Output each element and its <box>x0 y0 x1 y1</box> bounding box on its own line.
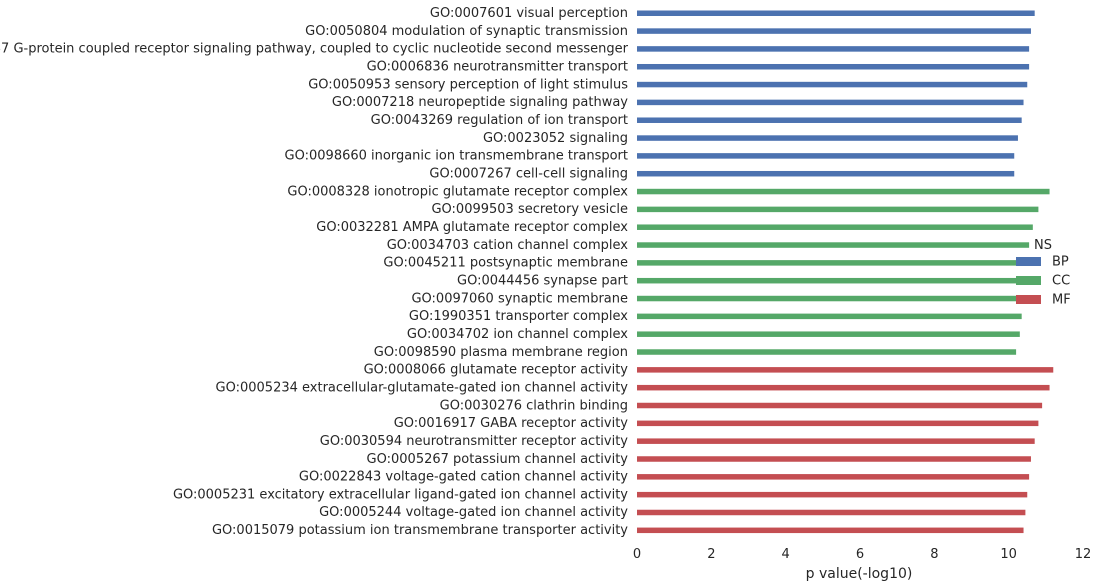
legend-swatch-mf <box>1016 295 1041 304</box>
category-label: GO:0022843 voltage-gated cation channel … <box>299 470 628 485</box>
bar-cc <box>637 331 1020 337</box>
bar-bp <box>637 153 1015 159</box>
bar-mf <box>637 474 1030 480</box>
bar-bp <box>637 117 1022 123</box>
bar-mf <box>637 491 1028 498</box>
category-label: GO:0015079 potassium ion transmembrane t… <box>212 523 628 538</box>
category-label: GO:0097060 synaptic membrane <box>411 291 628 306</box>
category-label: GO:0030276 clathrin binding <box>440 398 628 413</box>
category-label: GO:0005244 voltage-gated ion channel act… <box>319 505 628 520</box>
x-tick-label: 0 <box>633 547 641 562</box>
category-label: GO:0016917 GABA receptor activity <box>394 416 629 431</box>
bar-cc <box>637 295 1024 302</box>
bar-mf <box>637 402 1043 409</box>
category-labels: GO:0007601 visual perception GO:0050804 m… <box>0 6 629 538</box>
bar-bp <box>637 135 1018 141</box>
category-label: GO:0032281 AMPA glutamate receptor compl… <box>316 220 628 235</box>
category-label: GO:0008328 ionotropic glutamate receptor… <box>287 184 628 199</box>
category-label: GO:0007218 neuropeptide signaling pathwa… <box>332 95 628 110</box>
bar-cc <box>637 260 1028 266</box>
bar-mf <box>637 420 1039 427</box>
bar-cc <box>637 224 1033 230</box>
bar-cc <box>637 242 1030 248</box>
bar-bp <box>637 46 1030 52</box>
bars-layer <box>637 10 1054 534</box>
bar-cc <box>637 206 1039 213</box>
x-tick-label: 10 <box>1000 547 1017 562</box>
category-label: GO:0007267 cell-cell signaling <box>429 166 628 181</box>
bar-mf <box>637 527 1024 534</box>
bar-mf <box>637 456 1031 462</box>
bar-bp <box>637 81 1028 88</box>
category-label: GO:1990351 transporter complex <box>409 309 628 324</box>
x-tick-label: 2 <box>707 547 715 562</box>
category-label: GO:0043269 regulation of ion transport <box>371 113 628 128</box>
x-tick-label: 6 <box>856 547 864 562</box>
bar-bp <box>637 63 1030 70</box>
legend: NS BP CC MF <box>1016 238 1071 308</box>
category-label: GO:0005231 excitatory extracellular liga… <box>173 487 628 502</box>
legend-swatch-bp <box>1016 257 1041 266</box>
category-label: GO:0030594 neurotransmitter receptor act… <box>320 434 629 449</box>
bar-cc <box>637 349 1017 355</box>
category-label: GO:0044456 synapse part <box>457 273 628 288</box>
legend-label-mf: MF <box>1052 293 1071 308</box>
bar-cc <box>637 188 1050 195</box>
x-tick-label: 12 <box>1075 547 1092 562</box>
x-axis-ticks: 0 2 4 6 8 10 12 <box>633 547 1091 562</box>
bar-mf <box>637 509 1026 516</box>
bar-mf <box>637 384 1050 391</box>
bar-cc <box>637 277 1026 284</box>
category-label: GO:0099503 secretory vesicle <box>431 202 628 217</box>
category-label: GO:0005267 potassium channel activity <box>367 452 629 467</box>
category-label: GO:0007187 G-protein coupled receptor si… <box>0 42 629 57</box>
category-label: GO:0023052 signaling <box>483 131 628 146</box>
bar-mf <box>637 438 1035 444</box>
category-label: GO:0050953 sensory perception of light s… <box>308 77 628 92</box>
category-label: GO:0098590 plasma membrane region <box>374 345 628 360</box>
category-label: GO:0045211 postsynaptic membrane <box>383 256 628 271</box>
bar-bp <box>637 10 1035 16</box>
legend-title: NS <box>1034 238 1052 253</box>
bar-bp <box>637 170 1015 177</box>
x-tick-label: 4 <box>782 547 790 562</box>
x-tick-label: 8 <box>930 547 938 562</box>
category-label: GO:0034702 ion channel complex <box>407 327 628 342</box>
x-axis-label: p value(-log10) <box>806 566 913 582</box>
bar-mf <box>637 367 1054 373</box>
legend-label-bp: BP <box>1052 255 1069 270</box>
category-label: GO:0050804 modulation of synaptic transm… <box>305 24 628 39</box>
category-label: GO:0008066 glutamate receptor activity <box>364 363 629 378</box>
category-label: GO:0034703 cation channel complex <box>387 238 629 253</box>
legend-label-cc: CC <box>1052 274 1070 289</box>
bar-bp <box>637 28 1031 34</box>
category-label: GO:0007601 visual perception <box>430 6 628 21</box>
category-label: GO:0005234 extracellular-glutamate-gated… <box>216 380 629 395</box>
bar-cc <box>637 313 1022 320</box>
category-label: GO:0098660 inorganic ion transmembrane t… <box>285 149 628 164</box>
category-label: GO:0006836 neurotransmitter transport <box>367 59 628 74</box>
bar-bp <box>637 99 1024 106</box>
legend-swatch-cc <box>1016 276 1041 285</box>
